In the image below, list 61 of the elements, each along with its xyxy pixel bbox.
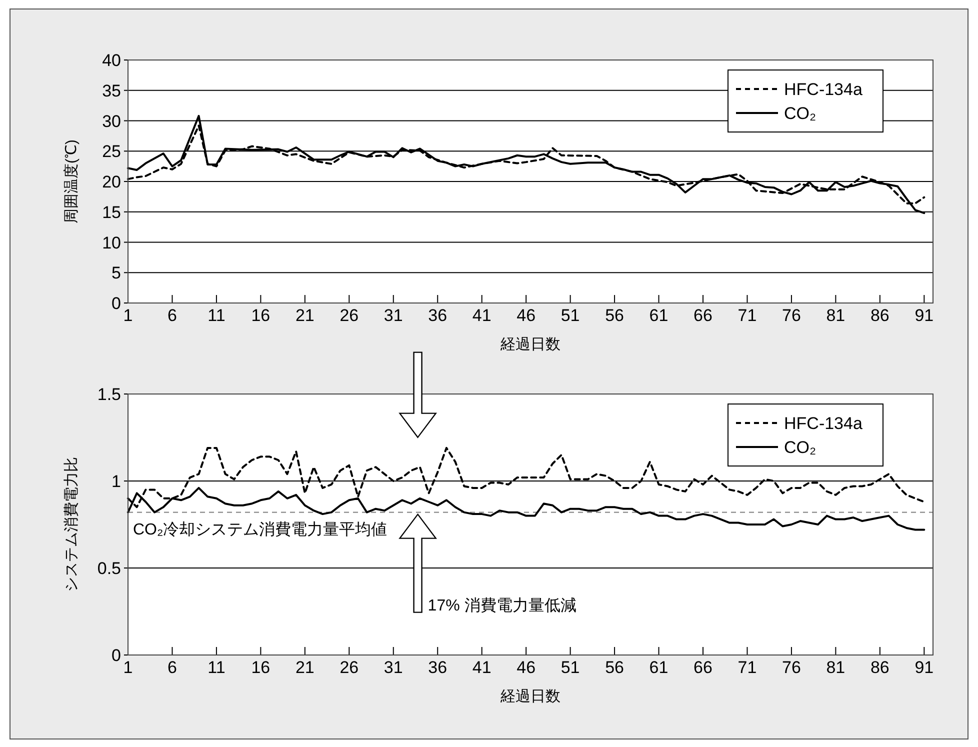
x-tick-label: 61 bbox=[649, 658, 668, 677]
ref-line-label: CO₂冷却システム消費電力量平均値 bbox=[133, 520, 388, 538]
x-tick-label: 16 bbox=[251, 658, 270, 677]
y-tick-label: 30 bbox=[102, 112, 121, 131]
legend-label: HFC-134a bbox=[784, 80, 863, 99]
x-tick-label: 21 bbox=[295, 306, 314, 325]
x-tick-label: 51 bbox=[560, 658, 580, 677]
x-tick-label: 56 bbox=[605, 306, 624, 325]
legend-label: HFC-134a bbox=[784, 414, 863, 433]
x-tick-label: 81 bbox=[826, 306, 846, 325]
x-tick-label: 76 bbox=[782, 658, 801, 677]
x-tick-label: 91 bbox=[914, 306, 934, 325]
y-tick-label: 0 bbox=[112, 294, 121, 313]
y-tick-label: 15 bbox=[102, 202, 121, 222]
x-tick-label: 21 bbox=[295, 658, 314, 677]
x-tick-label: 71 bbox=[738, 306, 757, 325]
x-tick-label: 66 bbox=[694, 658, 712, 677]
x-tick-label: 71 bbox=[738, 658, 757, 677]
x-tick-label: 76 bbox=[782, 306, 801, 325]
y-tick-label: 40 bbox=[102, 51, 121, 70]
y-tick-label: 35 bbox=[102, 81, 121, 100]
x-tick-label: 16 bbox=[251, 306, 270, 325]
x-tick-label: 31 bbox=[384, 658, 403, 677]
x-tick-label: 56 bbox=[605, 658, 624, 677]
y-axis-title: システム消費電力比 bbox=[63, 457, 80, 592]
legend-label: CO₂ bbox=[784, 438, 816, 457]
y-tick-label: 0.5 bbox=[97, 559, 121, 578]
x-tick-label: 51 bbox=[560, 306, 580, 325]
x-tick-label: 26 bbox=[340, 658, 359, 677]
x-tick-label: 11 bbox=[208, 306, 226, 325]
legend-label: CO₂ bbox=[784, 104, 816, 123]
x-tick-label: 11 bbox=[208, 658, 226, 677]
x-axis-title: 経過日数 bbox=[500, 336, 560, 353]
x-tick-label: 46 bbox=[516, 658, 536, 677]
y-tick-label: 25 bbox=[102, 142, 121, 162]
x-tick-label: 41 bbox=[472, 658, 492, 677]
x-tick-label: 41 bbox=[472, 306, 492, 325]
x-tick-label: 61 bbox=[649, 306, 668, 325]
x-tick-label: 1 bbox=[123, 306, 133, 325]
annotation: 17% 消費電力量低減 bbox=[428, 596, 576, 614]
x-tick-label: 91 bbox=[914, 658, 934, 677]
x-tick-label: 6 bbox=[167, 658, 177, 677]
y-tick-label: 0 bbox=[112, 646, 121, 665]
x-tick-label: 36 bbox=[428, 306, 448, 325]
y-tick-label: 1 bbox=[112, 472, 121, 491]
y-tick-label: 20 bbox=[102, 172, 121, 192]
x-tick-label: 26 bbox=[340, 306, 359, 325]
y-tick-label: 10 bbox=[102, 233, 121, 252]
x-axis-title: 経過日数 bbox=[500, 688, 560, 705]
x-tick-label: 81 bbox=[826, 658, 846, 677]
x-tick-label: 6 bbox=[167, 306, 177, 325]
x-tick-label: 86 bbox=[870, 658, 890, 677]
x-tick-label: 36 bbox=[428, 658, 448, 677]
x-tick-label: 66 bbox=[694, 306, 712, 325]
y-axis-title: 周囲温度(℃) bbox=[63, 140, 80, 224]
y-tick-label: 5 bbox=[112, 264, 121, 283]
x-tick-label: 46 bbox=[516, 306, 536, 325]
y-tick-label: 1.5 bbox=[97, 385, 121, 404]
x-tick-label: 1 bbox=[123, 658, 133, 677]
x-tick-label: 86 bbox=[870, 306, 890, 325]
x-tick-label: 31 bbox=[384, 306, 403, 325]
